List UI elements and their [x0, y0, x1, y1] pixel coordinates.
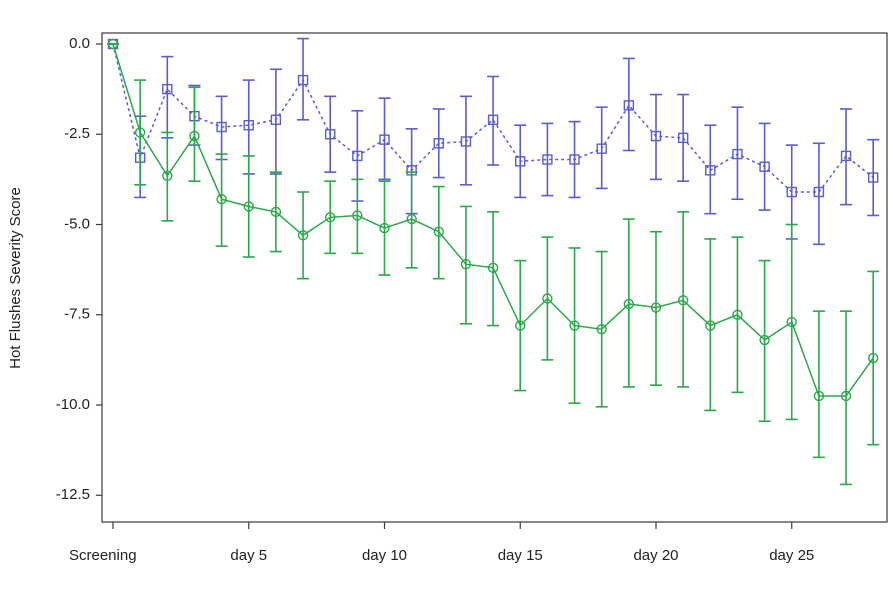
data-point: [460, 136, 472, 147]
data-point: [162, 83, 173, 95]
data-point: [189, 130, 200, 142]
data-point: [569, 154, 580, 165]
data-point: [243, 201, 254, 212]
data-point: [732, 148, 743, 160]
data-point: [487, 114, 499, 126]
data-point: [623, 100, 635, 111]
data-point: [515, 320, 526, 331]
data-point: [379, 134, 390, 145]
x-tick-label: day 15: [498, 547, 543, 564]
data-point: [542, 293, 553, 304]
y-tick-label: -2.5: [64, 125, 90, 142]
y-axis: 0.0 -2.5 -5.0 -7.5 -10.0 -12.5: [56, 35, 102, 503]
x-tick-label: day 25: [769, 547, 814, 564]
data-point: [515, 156, 526, 167]
data-point: [352, 210, 363, 221]
y-tick-label: -10.0: [56, 396, 90, 413]
data-point: [732, 309, 743, 320]
data-point: [677, 132, 689, 144]
data-point: [134, 127, 146, 138]
data-point: [868, 352, 879, 364]
data-point: [216, 121, 227, 133]
data-point: [677, 295, 689, 306]
data-point: [352, 150, 363, 162]
y-tick-label: -7.5: [64, 306, 90, 323]
data-point: [325, 129, 336, 140]
data-point: [379, 222, 390, 234]
data-point: [270, 114, 282, 126]
data-point: [270, 206, 282, 218]
data-point: [840, 150, 852, 162]
y-tick-label: 0.0: [69, 35, 90, 52]
data-point: [297, 230, 309, 241]
data-point: [487, 262, 499, 274]
data-point: [840, 390, 852, 402]
y-tick-label: -5.0: [64, 215, 90, 232]
data-point: [297, 74, 309, 86]
data-point: [596, 323, 607, 335]
data-point: [216, 194, 227, 205]
data-point: [569, 320, 580, 331]
data-point: [759, 334, 770, 346]
data-point: [759, 161, 770, 172]
data-point: [406, 213, 417, 225]
data-point: [650, 130, 662, 142]
series-layer: [107, 37, 880, 486]
series-line: [112, 43, 874, 193]
x-axis: Screening day 5 day 10 day 15 day 20 day 25: [69, 522, 814, 564]
series-circle: [107, 38, 880, 486]
x-tick-label: day 5: [230, 547, 267, 564]
data-point: [542, 154, 553, 165]
data-point: [650, 302, 662, 313]
data-point: [596, 143, 607, 154]
data-point: [813, 390, 825, 402]
data-point: [433, 226, 444, 237]
data-point: [460, 259, 472, 270]
data-point: [107, 38, 119, 50]
y-axis-title: Hot Flushes Severity Score: [7, 187, 24, 369]
x-tick-label: day 20: [633, 547, 678, 564]
data-point: [325, 212, 336, 223]
x-tick-label: Screening: [69, 547, 137, 564]
data-point: [162, 170, 173, 181]
data-point: [786, 186, 797, 198]
x-tick-label: day 10: [362, 547, 407, 564]
data-point: [705, 165, 716, 176]
plot-frame: [101, 32, 888, 523]
data-point: [433, 138, 444, 149]
data-point: [705, 320, 716, 331]
data-point: [868, 172, 879, 183]
series-line: [112, 43, 874, 397]
data-point: [813, 186, 825, 198]
data-point: [623, 298, 635, 310]
y-tick-label: -12.5: [56, 486, 90, 503]
data-point: [243, 120, 254, 131]
data-point: [786, 316, 797, 328]
